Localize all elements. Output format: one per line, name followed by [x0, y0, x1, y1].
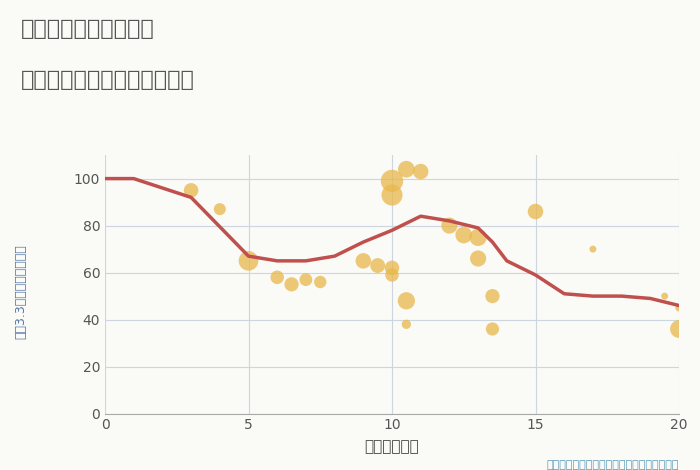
- Point: [386, 177, 398, 185]
- Point: [473, 234, 484, 241]
- Text: 駅距離別中古マンション価格: 駅距離別中古マンション価格: [21, 70, 195, 91]
- Point: [243, 257, 254, 265]
- Point: [400, 297, 412, 305]
- Point: [458, 231, 470, 239]
- X-axis label: 駅距離（分）: 駅距離（分）: [365, 439, 419, 454]
- Point: [186, 187, 197, 194]
- Text: 円の大きさは、取引のあった物件面積を示す: 円の大きさは、取引のあった物件面積を示す: [547, 460, 679, 470]
- Point: [530, 208, 541, 215]
- Point: [272, 274, 283, 281]
- Point: [673, 304, 685, 312]
- Point: [673, 325, 685, 333]
- Point: [487, 325, 498, 333]
- Point: [214, 205, 225, 213]
- Text: 千葉県市原市江子田の: 千葉県市原市江子田の: [21, 19, 155, 39]
- Point: [487, 292, 498, 300]
- Point: [473, 255, 484, 262]
- Point: [386, 191, 398, 199]
- Point: [300, 276, 312, 283]
- Point: [386, 264, 398, 272]
- Point: [415, 168, 426, 175]
- Point: [286, 281, 297, 288]
- Point: [315, 278, 326, 286]
- Point: [659, 292, 671, 300]
- Point: [444, 222, 455, 229]
- Text: 坪（3.3㎡）単価（万円）: 坪（3.3㎡）単価（万円）: [15, 244, 27, 339]
- Point: [386, 271, 398, 279]
- Point: [400, 321, 412, 328]
- Point: [587, 245, 598, 253]
- Point: [358, 257, 369, 265]
- Point: [400, 165, 412, 173]
- Point: [372, 262, 384, 269]
